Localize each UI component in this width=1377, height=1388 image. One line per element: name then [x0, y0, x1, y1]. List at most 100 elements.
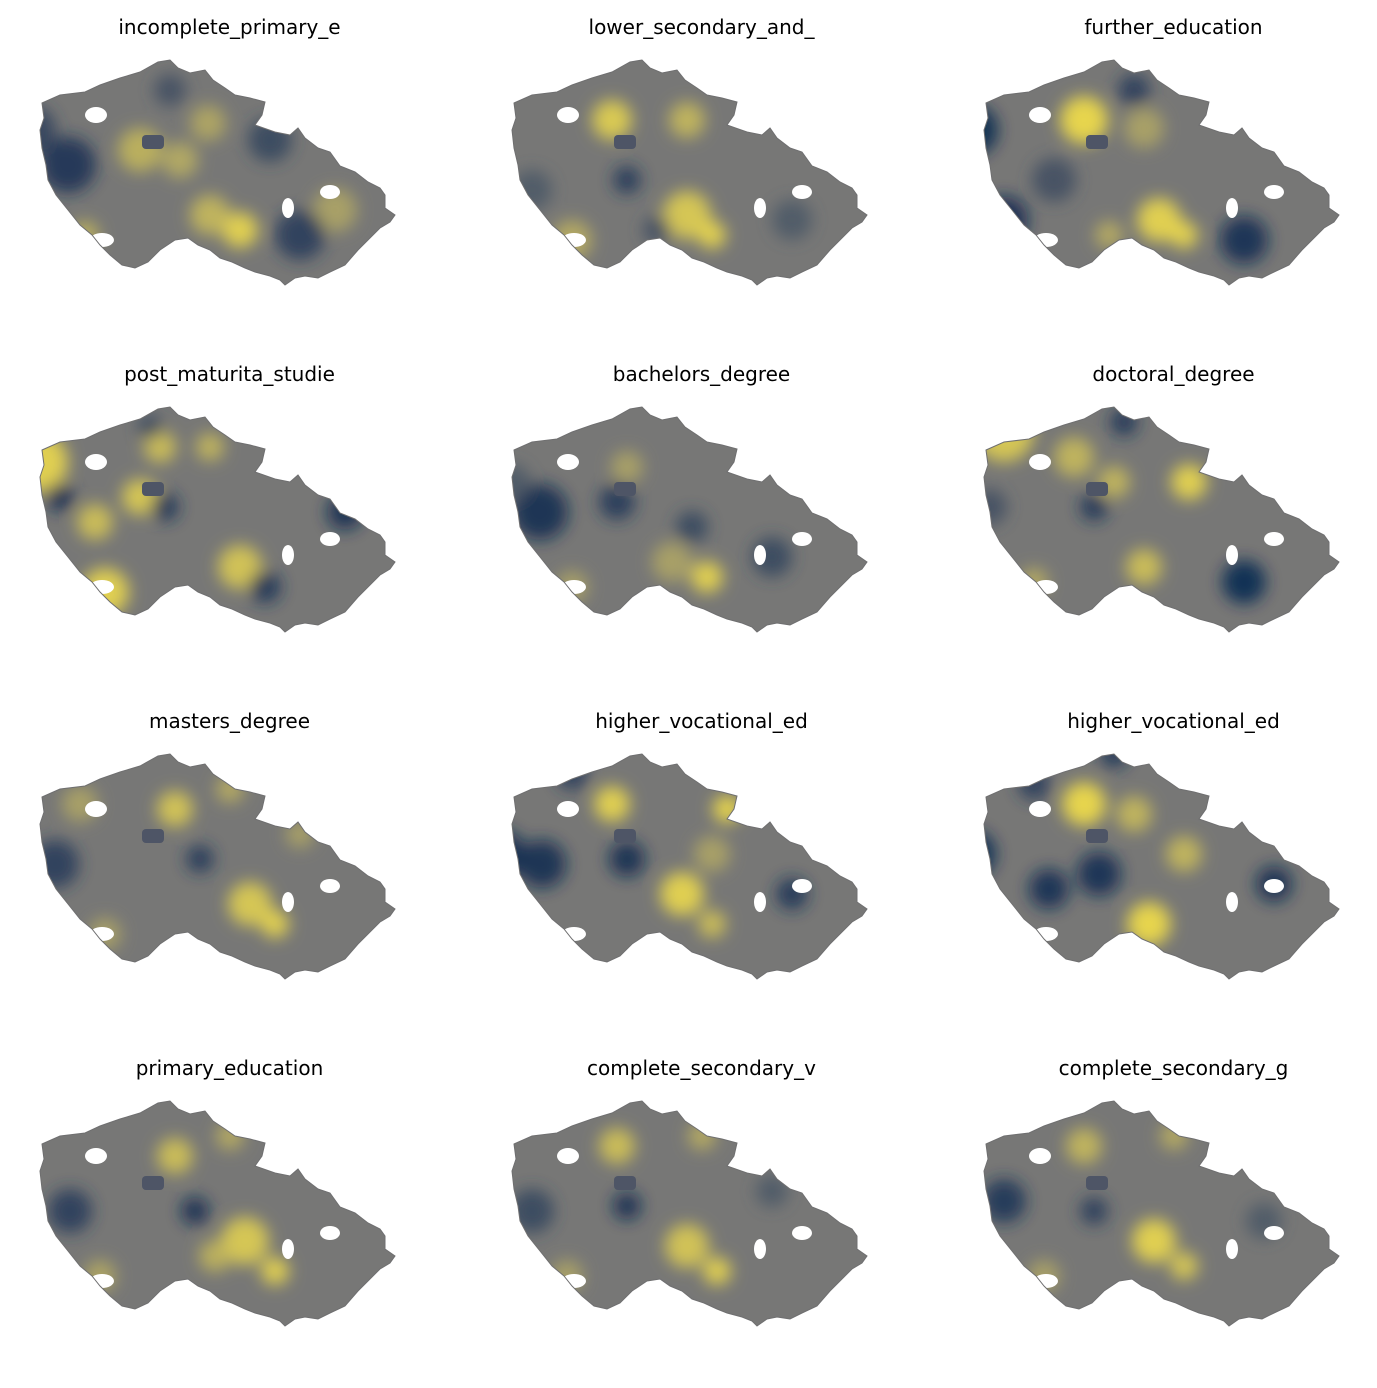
value-area — [694, 836, 730, 872]
country-border — [983, 406, 1340, 633]
choropleth-map — [39, 59, 396, 286]
country-border — [511, 1100, 868, 1327]
value-area — [698, 910, 726, 938]
capital-region — [614, 1176, 636, 1190]
no-data-hole — [557, 107, 579, 123]
choropleth-map — [983, 1100, 1340, 1327]
value-area — [1166, 836, 1202, 872]
panel-title: further_education — [1084, 15, 1263, 39]
value-area — [556, 758, 588, 790]
value-area — [1080, 493, 1108, 521]
no-data-hole — [557, 454, 579, 470]
value-area — [1170, 221, 1198, 249]
value-area — [609, 841, 645, 877]
choropleth-map — [511, 1100, 868, 1327]
capital-region — [614, 135, 636, 149]
country-region — [40, 1101, 395, 1326]
capital-region — [1086, 482, 1108, 496]
panel-title: masters_degree — [148, 709, 311, 733]
country-border — [511, 753, 868, 980]
panel-title: bachelors_degree — [612, 362, 791, 386]
map-panel: higher_vocational_ed — [472, 694, 931, 1041]
value-area — [1118, 74, 1150, 106]
map-panel: masters_degree — [0, 694, 459, 1041]
value-area — [154, 74, 186, 106]
map-panel: lower_secondary_and_ — [472, 0, 931, 347]
no-data-hole — [792, 185, 812, 199]
no-data-hole — [282, 198, 294, 218]
choropleth-map — [39, 1100, 396, 1327]
no-data-hole — [1226, 1239, 1238, 1259]
no-data-hole — [1029, 454, 1051, 470]
value-area — [275, 210, 325, 260]
value-area — [665, 1224, 709, 1268]
no-data-hole — [562, 580, 586, 594]
choropleth-map — [39, 753, 396, 980]
no-data-hole — [1034, 1274, 1058, 1288]
value-area — [669, 102, 705, 138]
value-area — [1220, 216, 1268, 264]
country-border — [39, 406, 396, 633]
country-border — [983, 1100, 1340, 1327]
country-region — [984, 407, 1339, 632]
value-area — [261, 910, 289, 938]
capital-region — [142, 1176, 164, 1190]
country-region — [40, 754, 395, 979]
map-panel: complete_secondary_v — [472, 1041, 931, 1388]
value-area — [676, 511, 708, 543]
value-area — [40, 106, 56, 154]
value-area — [703, 1257, 731, 1285]
value-area — [512, 484, 568, 540]
map-panel: primary_education — [0, 1041, 459, 1388]
panel-title: lower_secondary_and_ — [588, 15, 815, 39]
value-area — [327, 494, 363, 530]
no-data-hole — [1226, 198, 1238, 218]
capital-region — [614, 829, 636, 843]
value-area — [48, 1189, 92, 1233]
no-data-hole — [85, 454, 107, 470]
value-area — [512, 1189, 554, 1233]
value-area — [181, 1197, 209, 1225]
no-data-hole — [282, 1239, 294, 1259]
country-region — [40, 407, 395, 632]
value-area — [772, 200, 812, 240]
value-area — [660, 872, 704, 916]
country-border — [39, 59, 396, 286]
value-area — [118, 128, 162, 172]
no-data-hole — [90, 927, 114, 941]
no-data-hole — [792, 1226, 812, 1240]
value-area — [190, 195, 230, 235]
value-area — [984, 196, 1028, 244]
value-area — [594, 786, 630, 822]
capital-region — [142, 482, 164, 496]
value-area — [157, 1138, 193, 1174]
value-area — [186, 845, 214, 873]
choropleth-map — [983, 753, 1340, 980]
value-area — [1124, 108, 1164, 148]
country-border — [983, 753, 1340, 980]
value-area — [138, 415, 162, 439]
value-area — [222, 212, 258, 248]
panel-title: higher_vocational_ed — [595, 709, 808, 733]
capital-region — [1086, 1176, 1108, 1190]
country-border — [511, 59, 868, 286]
value-area — [698, 221, 726, 249]
value-area — [518, 840, 566, 888]
value-area — [663, 191, 711, 239]
value-area — [1080, 1197, 1108, 1225]
value-area — [984, 104, 998, 156]
value-area — [512, 464, 530, 500]
map-panel: further_education — [944, 0, 1377, 347]
no-data-hole — [1264, 185, 1284, 199]
choropleth-map — [983, 406, 1340, 633]
value-area — [1054, 437, 1094, 477]
value-area — [157, 791, 193, 827]
capital-region — [142, 135, 164, 149]
no-data-hole — [754, 545, 766, 565]
value-area — [40, 432, 68, 492]
value-area — [1137, 198, 1181, 242]
value-area — [1029, 869, 1069, 909]
country-border — [39, 1100, 396, 1327]
value-area — [144, 431, 176, 463]
panel-title: higher_vocational_ed — [1067, 709, 1280, 733]
